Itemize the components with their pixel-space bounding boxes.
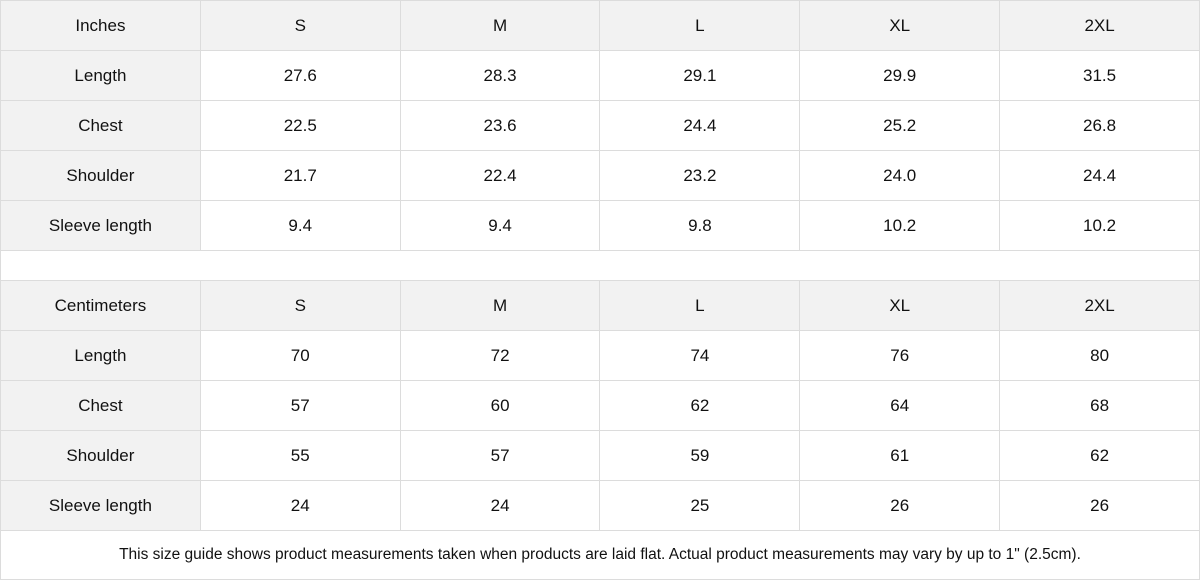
measurement-cell: 57: [199, 380, 401, 431]
measurement-cell: 62: [999, 430, 1200, 481]
measurement-cell: 61: [799, 430, 1001, 481]
measurement-cell: 10.2: [799, 200, 1001, 251]
table-row: Shoulder 55 57 59 61 62: [0, 430, 1200, 481]
measurement-cell: 70: [199, 330, 401, 381]
size-header: S: [199, 280, 401, 331]
measurement-cell: 22.5: [199, 100, 401, 151]
table-row: Sleeve length 9.4 9.4 9.8 10.2 10.2: [0, 200, 1200, 251]
measurement-cell: 23.2: [599, 150, 801, 201]
measurement-cell: 23.6: [399, 100, 601, 151]
measurement-cell: 24.4: [599, 100, 801, 151]
measurement-cell: 24.4: [999, 150, 1200, 201]
size-header: XL: [799, 280, 1001, 331]
measurement-cell: 28.3: [399, 50, 601, 101]
table-row: Length 27.6 28.3 29.1 29.9 31.5: [0, 50, 1200, 101]
measurement-cell: 25.2: [799, 100, 1001, 151]
size-header: M: [399, 280, 601, 331]
unit-header: Centimeters: [0, 280, 201, 331]
spacer-cell: [0, 250, 1200, 281]
measurement-cell: 24: [199, 480, 401, 531]
measurement-cell: 26: [999, 480, 1200, 531]
measurement-cell: 9.4: [399, 200, 601, 251]
size-header: 2XL: [999, 280, 1200, 331]
row-label: Length: [0, 50, 201, 101]
measurement-cell: 59: [599, 430, 801, 481]
size-header: 2XL: [999, 0, 1200, 51]
measurement-cell: 29.9: [799, 50, 1001, 101]
measurement-cell: 62: [599, 380, 801, 431]
measurement-cell: 57: [399, 430, 601, 481]
row-label: Chest: [0, 380, 201, 431]
measurement-cell: 80: [999, 330, 1200, 381]
measurement-cell: 60: [399, 380, 601, 431]
note-row: This size guide shows product measuremen…: [0, 530, 1200, 580]
header-row: Inches S M L XL 2XL: [0, 0, 1200, 51]
measurement-cell: 24: [399, 480, 601, 531]
measurement-cell: 29.1: [599, 50, 801, 101]
size-header: L: [599, 0, 801, 51]
table-row: Chest 22.5 23.6 24.4 25.2 26.8: [0, 100, 1200, 151]
measurement-cell: 55: [199, 430, 401, 481]
measurement-cell: 26: [799, 480, 1001, 531]
measurement-cell: 76: [799, 330, 1001, 381]
measurement-cell: 21.7: [199, 150, 401, 201]
table-row: Sleeve length 24 24 25 26 26: [0, 480, 1200, 531]
row-label: Sleeve length: [0, 200, 201, 251]
row-label: Length: [0, 330, 201, 381]
row-label: Shoulder: [0, 150, 201, 201]
measurement-cell: 64: [799, 380, 1001, 431]
header-row: Centimeters S M L XL 2XL: [0, 280, 1200, 331]
table-row: Chest 57 60 62 64 68: [0, 380, 1200, 431]
table-row: Shoulder 21.7 22.4 23.2 24.0 24.4: [0, 150, 1200, 201]
size-header: L: [599, 280, 801, 331]
unit-header: Inches: [0, 0, 201, 51]
measurement-cell: 74: [599, 330, 801, 381]
measurement-cell: 72: [399, 330, 601, 381]
measurement-cell: 68: [999, 380, 1200, 431]
measurement-cell: 27.6: [199, 50, 401, 101]
measurement-cell: 25: [599, 480, 801, 531]
measurement-cell: 9.4: [199, 200, 401, 251]
table-row: Length 70 72 74 76 80: [0, 330, 1200, 381]
measurement-cell: 26.8: [999, 100, 1200, 151]
table-spacer: [0, 250, 1200, 281]
row-label: Chest: [0, 100, 201, 151]
size-guide-note: This size guide shows product measuremen…: [0, 530, 1200, 580]
measurement-cell: 31.5: [999, 50, 1200, 101]
size-header: M: [399, 0, 601, 51]
measurement-cell: 10.2: [999, 200, 1200, 251]
size-header: S: [199, 0, 401, 51]
measurement-cell: 9.8: [599, 200, 801, 251]
row-label: Shoulder: [0, 430, 201, 481]
size-header: XL: [799, 0, 1001, 51]
row-label: Sleeve length: [0, 480, 201, 531]
measurement-cell: 22.4: [399, 150, 601, 201]
measurement-cell: 24.0: [799, 150, 1001, 201]
